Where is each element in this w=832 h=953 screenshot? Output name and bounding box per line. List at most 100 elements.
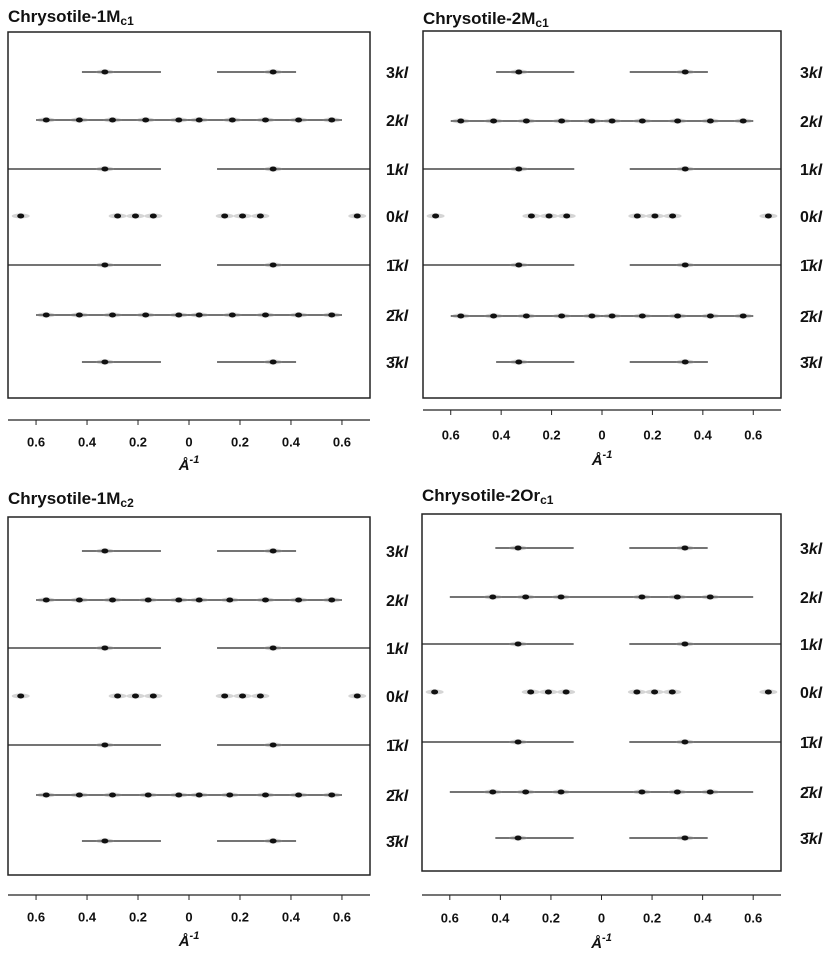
title-text: Chrysotile-1M [8,7,120,26]
spot [295,598,302,603]
spot [175,598,182,603]
x-axis-unit-exponent: -1 [602,932,612,944]
row-index: 3 [800,541,809,558]
plot-frame [422,514,781,871]
row-label: 3kl [386,65,409,82]
panel: Chrysotile-1Mc13kl2kl1kl0kl1̄kl2̄kl3̄kl0… [8,7,409,473]
spot [558,119,565,124]
row-label: 1̄kl [386,258,409,275]
row-label: 1kl [800,162,823,179]
spot [515,836,522,841]
x-tick-label: 0.4 [78,434,97,449]
x-tick-label: 0.6 [27,909,45,924]
spot [226,598,233,603]
spot [522,595,529,600]
spot [196,598,203,603]
spot [17,694,24,699]
spot [638,595,645,600]
spot [150,694,157,699]
x-tick-label: 0.4 [694,427,713,442]
row-index: 0 [386,689,395,706]
x-tick-label: 0.6 [744,427,762,442]
spot [682,360,689,365]
row-index: 3 [800,65,809,82]
spot [101,839,108,844]
spot [457,314,464,319]
spot [707,595,714,600]
spot [226,793,233,798]
spot [354,694,361,699]
spot [674,119,681,124]
x-axis-unit: Å [591,452,603,469]
row-indices: kl [395,834,409,851]
x-tick-label: 0.2 [543,427,561,442]
spot [490,119,497,124]
row-indices: kl [395,738,409,755]
spot [545,690,552,695]
row-label: 1̄kl [800,735,823,752]
spot [270,839,277,844]
spot [609,314,616,319]
figure: Chrysotile-1Mc13kl2kl1kl0kl1̄kl2̄kl3̄kl0… [0,0,832,953]
spot [295,793,302,798]
row-indices: kl [395,544,409,561]
spot [609,119,616,124]
spot [109,118,116,123]
spot [707,119,714,124]
x-axis-unit-exponent: -1 [603,449,613,461]
spot [515,546,522,551]
spot [150,214,157,219]
panel-title: Chrysotile-1Mc2 [8,489,134,510]
spot [196,118,203,123]
spot [262,118,269,123]
x-tick-label: 0.6 [442,427,460,442]
spot [707,790,714,795]
spot [295,313,302,318]
spot [558,790,565,795]
spot [175,793,182,798]
x-tick-label: 0.2 [231,909,249,924]
row-label: 1̄kl [386,738,409,755]
plot-frame [8,32,370,398]
spot [639,314,646,319]
x-axis-unit: Å [178,933,190,950]
x-axis-label: Å-1 [178,454,200,474]
spot [175,118,182,123]
spot [43,793,50,798]
row-indices: kl [809,65,823,82]
row-indices: kl [395,308,409,325]
spot [114,694,121,699]
row-indices: kl [395,209,409,226]
row-indices: kl [809,309,823,326]
title-subscript: c1 [120,14,134,28]
spot [270,549,277,554]
row-indices: kl [395,65,409,82]
spot [196,793,203,798]
x-axis-unit: Å [178,457,190,474]
spot [682,70,689,75]
spot [101,167,108,172]
spot [132,694,139,699]
spot [101,70,108,75]
spot [270,70,277,75]
x-axis-unit-exponent: -1 [190,930,200,942]
spot [270,743,277,748]
spot [17,214,24,219]
x-tick-label: 0.2 [643,427,661,442]
row-label: 2kl [800,590,823,607]
spot [229,313,236,318]
spot [681,740,688,745]
x-tick-label: 0.6 [441,910,459,925]
title-subscript: c1 [535,16,549,30]
x-tick-label: 0.2 [542,910,560,925]
spot [101,263,108,268]
row-label: 3̄kl [386,355,409,372]
spot [270,360,277,365]
row-index: 3 [386,65,395,82]
spot [681,546,688,551]
row-indices: kl [809,831,823,848]
spot [634,214,641,219]
spot [546,214,553,219]
spot [558,595,565,600]
row-indices: kl [395,788,409,805]
